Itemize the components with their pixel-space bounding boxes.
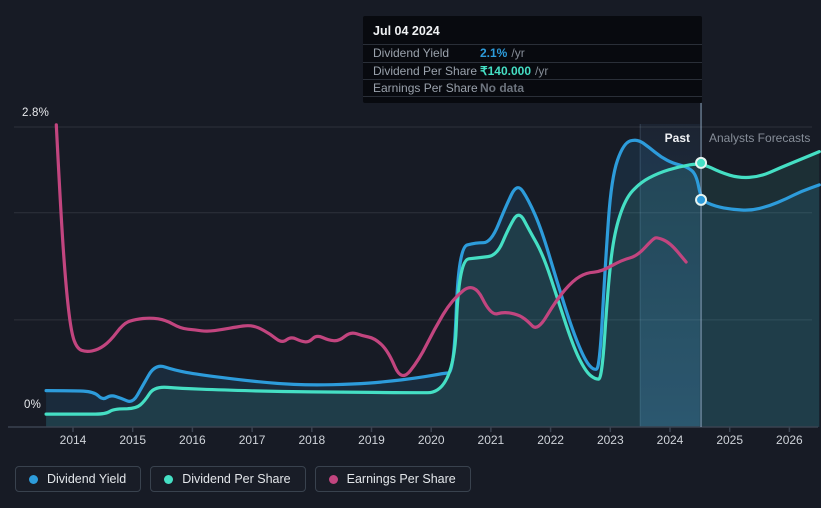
dividend-yield-area xyxy=(46,140,820,427)
legend-label: Dividend Per Share xyxy=(182,472,291,486)
tooltip: Jul 04 2024 Dividend Yield 2.1%/yr Dividen… xyxy=(363,16,702,103)
past-highlight-band xyxy=(640,124,700,427)
x-axis-label-2025: 2025 xyxy=(716,433,744,447)
tooltip-row-unit: /yr xyxy=(511,46,525,61)
analysts-forecasts-label: Analysts Forecasts xyxy=(709,131,811,145)
x-axis-label-2024: 2024 xyxy=(656,433,684,447)
x-axis-label-2021: 2021 xyxy=(477,433,505,447)
x-axis-label-2023: 2023 xyxy=(596,433,624,447)
tooltip-row-value: ₹140.000 xyxy=(480,63,532,78)
past-period-label: Past xyxy=(664,131,690,145)
legend-dot xyxy=(164,474,174,484)
tooltip-row-label: Dividend Yield xyxy=(373,46,450,61)
legend-dot xyxy=(29,474,38,484)
dividend-per-share-area xyxy=(46,151,820,427)
dividend-per-share-line xyxy=(44,150,821,416)
earnings-per-share-line xyxy=(54,123,688,378)
x-axis-label-2016: 2016 xyxy=(179,433,206,447)
dividend-per-share-marker-dot[interactable] xyxy=(695,156,708,169)
x-axis-label-2026: 2026 xyxy=(776,433,803,447)
dividend-yield-line xyxy=(44,138,821,403)
tooltip-row-unit: /yr xyxy=(535,63,549,78)
tooltip-row-dividend-yield: Dividend Yield 2.1%/yr xyxy=(363,44,702,62)
legend-item-dividend-per-share[interactable]: Dividend Per Share xyxy=(150,466,306,492)
tooltip-date: Jul 04 2024 xyxy=(373,24,440,38)
x-axis-label-2019: 2019 xyxy=(358,433,385,447)
legend-item-earnings-per-share[interactable]: Earnings Per Share xyxy=(314,466,471,492)
tooltip-row-label: Dividend Per Share xyxy=(373,63,478,78)
legend-label: Earnings Per Share xyxy=(346,472,456,486)
tooltip-row-earnings-per-share: Earnings Per Share No data xyxy=(363,79,702,97)
tooltip-row-dividend-per-share: Dividend Per Share ₹140.000/yr xyxy=(363,61,702,80)
x-axis-label-2017: 2017 xyxy=(238,433,266,447)
x-axis-label-2014: 2014 xyxy=(59,433,87,447)
tooltip-row-value: No data xyxy=(480,80,525,95)
legend-label: Dividend Yield xyxy=(47,472,127,486)
x-axis-label-2022: 2022 xyxy=(537,433,564,447)
tooltip-row-label: Earnings Per Share xyxy=(373,80,478,95)
x-axis-label-2020: 2020 xyxy=(417,433,445,447)
legend-dot xyxy=(328,474,338,484)
dividend-yield-marker-dot[interactable] xyxy=(695,193,708,206)
legend: Dividend Yield Dividend Per Share Earnings… xyxy=(15,466,471,492)
x-axis-label-2018: 2018 xyxy=(298,433,326,447)
legend-item-dividend-yield[interactable]: Dividend Yield xyxy=(15,466,142,492)
tooltip-row-value: 2.1% xyxy=(480,46,508,61)
x-axis-label-2015: 2015 xyxy=(119,433,147,447)
y-axis-label-top: 2.8% xyxy=(22,107,50,119)
y-axis-label-bottom: 0% xyxy=(24,399,42,411)
